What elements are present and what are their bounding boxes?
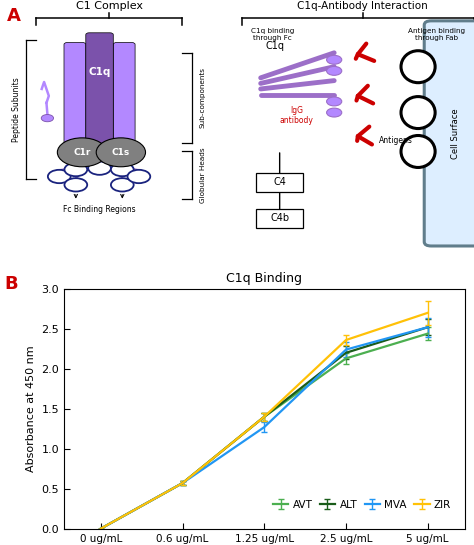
Circle shape [327, 55, 342, 64]
Text: Antigens: Antigens [379, 136, 413, 145]
FancyBboxPatch shape [256, 209, 303, 228]
Text: C1s: C1s [112, 148, 130, 157]
Circle shape [111, 178, 134, 191]
Text: C1q binding
through Fc: C1q binding through Fc [251, 28, 294, 41]
FancyBboxPatch shape [86, 33, 113, 144]
Circle shape [64, 163, 87, 176]
Text: Cell Surface: Cell Surface [451, 108, 459, 159]
Text: C1 Complex: C1 Complex [75, 1, 143, 10]
Circle shape [88, 161, 111, 175]
FancyBboxPatch shape [64, 43, 86, 144]
Text: C1q-Antibody Interaction: C1q-Antibody Interaction [297, 1, 428, 10]
Circle shape [57, 138, 107, 167]
Ellipse shape [401, 136, 435, 167]
Text: A: A [7, 7, 21, 25]
Circle shape [327, 97, 342, 106]
Text: C1q: C1q [265, 41, 284, 51]
Circle shape [111, 163, 134, 176]
FancyBboxPatch shape [113, 43, 135, 144]
FancyBboxPatch shape [256, 173, 303, 191]
Text: B: B [5, 275, 18, 293]
Text: Globular Heads: Globular Heads [200, 147, 206, 203]
Y-axis label: Absorbance at 450 nm: Absorbance at 450 nm [26, 346, 36, 472]
Text: Peptide Subunits: Peptide Subunits [12, 77, 21, 142]
Circle shape [48, 170, 71, 183]
Text: C4: C4 [273, 177, 286, 187]
Text: C1r: C1r [73, 148, 91, 157]
FancyBboxPatch shape [424, 21, 474, 246]
Circle shape [327, 108, 342, 117]
Text: C4b: C4b [270, 214, 289, 223]
Circle shape [327, 66, 342, 75]
Text: Antigen binding
through Fab: Antigen binding through Fab [408, 28, 465, 41]
Text: C1q: C1q [88, 67, 111, 77]
Text: Fc Binding Regions: Fc Binding Regions [63, 205, 136, 214]
Circle shape [41, 114, 54, 122]
Circle shape [64, 178, 87, 191]
Circle shape [128, 170, 150, 183]
Circle shape [96, 138, 146, 167]
Title: C1q Binding: C1q Binding [226, 272, 302, 285]
Text: IgG
antibody: IgG antibody [279, 106, 313, 125]
Legend: AVT, ALT, MVA, ZIR: AVT, ALT, MVA, ZIR [269, 495, 456, 514]
Ellipse shape [401, 51, 435, 83]
Text: Sub-components: Sub-components [200, 67, 206, 128]
Ellipse shape [401, 96, 435, 129]
